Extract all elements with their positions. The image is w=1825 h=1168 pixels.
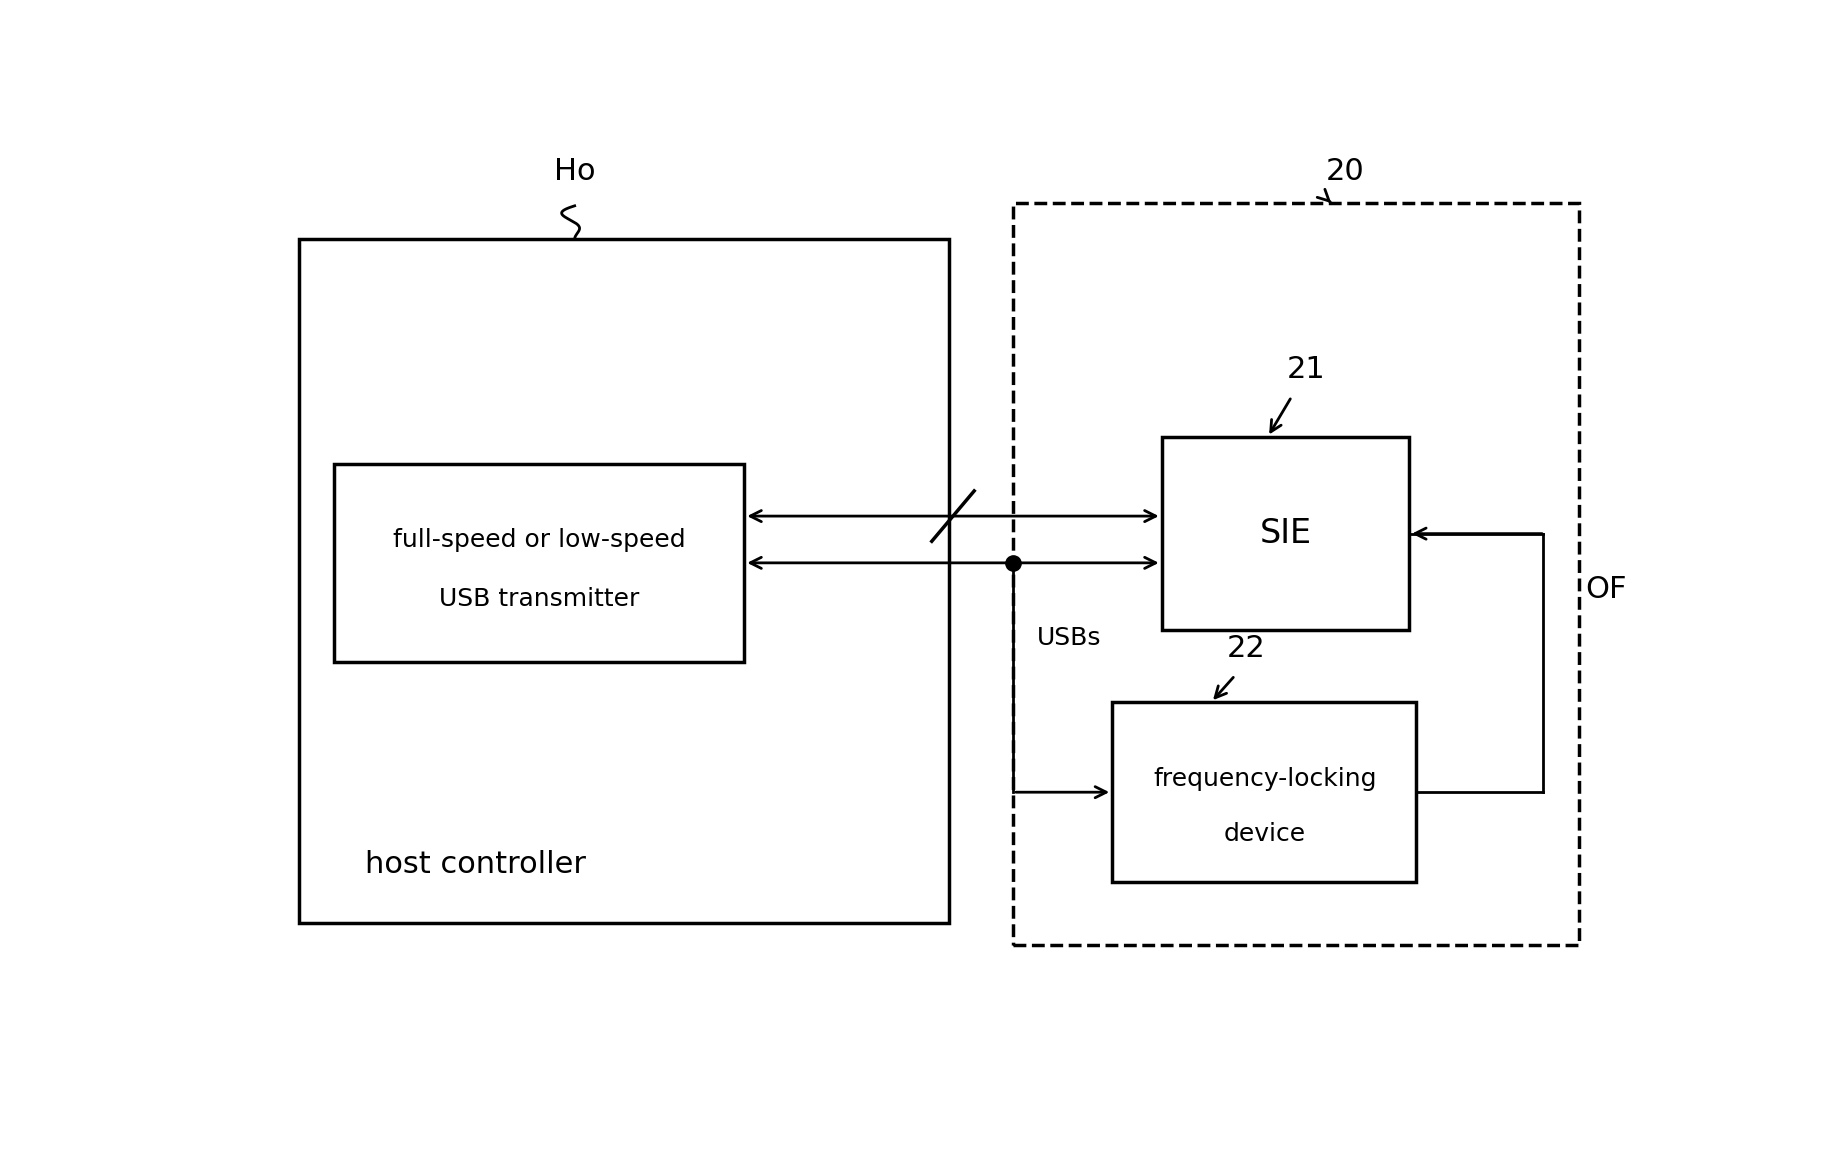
Bar (1013, 203, 1579, 945)
Text: USBs: USBs (1037, 626, 1102, 649)
Text: 20: 20 (1327, 158, 1365, 186)
Text: 21: 21 (1287, 355, 1325, 384)
Text: host controller: host controller (365, 849, 586, 878)
Text: full-speed or low-speed: full-speed or low-speed (392, 528, 686, 552)
Text: 22: 22 (1226, 634, 1267, 662)
Bar (1111, 702, 1416, 882)
Bar (1163, 437, 1409, 631)
Text: OF: OF (1584, 576, 1626, 604)
Text: USB transmitter: USB transmitter (440, 586, 639, 611)
Text: SIE: SIE (1259, 516, 1312, 550)
Bar (334, 464, 745, 662)
Text: Ho: Ho (555, 158, 595, 186)
Bar (299, 239, 949, 923)
Text: frequency-locking: frequency-locking (1153, 766, 1376, 791)
Text: device: device (1225, 822, 1307, 847)
